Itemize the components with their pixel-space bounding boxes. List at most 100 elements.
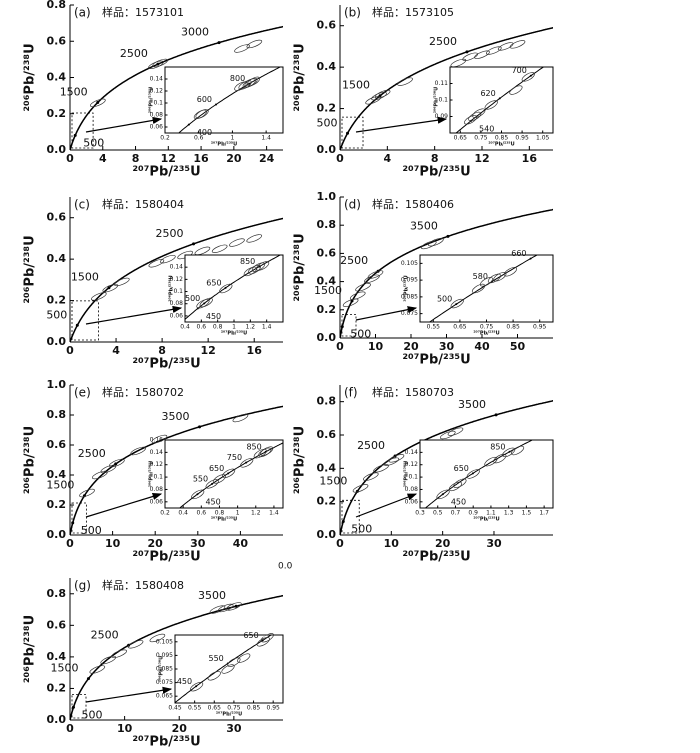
y-axis-label: ²⁰⁶Pb/²³⁸U [23, 615, 38, 683]
inset-frame [449, 66, 554, 134]
panel-label: (a) [74, 6, 91, 20]
y-axis-label: ²⁰⁶Pb/²³⁸U [149, 461, 155, 487]
age-point [224, 286, 227, 289]
analysis-ellipse [521, 72, 535, 82]
age-label: 500 [46, 308, 67, 321]
analysis-ellipse [234, 81, 248, 91]
analysis-ellipse [240, 458, 254, 468]
age-label: 2500 [357, 439, 385, 452]
x-tick-label: 30 [226, 722, 242, 735]
y-tick-label: 0.1 [153, 100, 163, 107]
age-point [195, 685, 198, 688]
y-tick-label: 0.4 [47, 468, 67, 481]
y-tick-label: 0.12 [170, 276, 184, 283]
y-tick-label: 0.14 [170, 264, 184, 271]
concordia-curve [340, 208, 553, 338]
age-label: 1500 [71, 271, 99, 284]
y-tick-label: 0.2 [47, 107, 67, 120]
age-label: 450 [177, 677, 192, 686]
y-axis-label: ²⁰⁶Pb/²³⁸U [159, 656, 165, 682]
y-tick-label: 0.075 [156, 679, 173, 686]
y-tick-label: 0.095 [156, 652, 173, 659]
analysis-ellipse [428, 237, 444, 247]
analysis-ellipse [195, 109, 209, 119]
y-tick-label: 0.16 [150, 437, 164, 444]
age-point [227, 472, 230, 475]
age-label: 650 [206, 278, 221, 287]
analysis-ellipse [221, 468, 236, 479]
y-tick-label: 0.06 [150, 498, 164, 505]
y-tick-label: 1.0 [47, 378, 67, 391]
y-tick-label: 0.1 [173, 288, 183, 295]
age-point [529, 74, 532, 77]
analysis-ellipse [227, 657, 241, 667]
panel-label: (g) [74, 579, 91, 593]
y-tick-label: 0.4 [47, 252, 67, 265]
analysis-ellipse [260, 446, 274, 456]
age-point [107, 286, 111, 290]
analysis-ellipse [342, 298, 359, 307]
x-tick-label: 10 [384, 537, 400, 550]
age-point [198, 425, 202, 429]
concordia-curve [340, 400, 553, 535]
x-tick-label: 1.2 [246, 324, 256, 331]
y-tick-label: 0.14 [150, 76, 164, 83]
x-tick-label: 30 [190, 537, 206, 550]
x-tick-label: 1.5 [522, 510, 532, 517]
zoom-arrow [85, 305, 183, 325]
zoom-box [341, 499, 360, 534]
panel-label: (f) [344, 386, 358, 400]
y-axis-label: ²⁰⁶Pb/²³⁸U [293, 233, 308, 301]
y-tick-label: 0.6 [47, 618, 67, 631]
x-tick-label: 0.6 [197, 324, 207, 331]
x-axis-label: ²⁰⁷Pb/²³⁵U [211, 517, 237, 523]
concordia-curve [179, 442, 283, 508]
analysis-ellipse [355, 283, 371, 292]
x-tick-label: 0 [66, 537, 74, 550]
analysis-ellipse [436, 489, 450, 500]
zoom-box [341, 314, 357, 337]
analysis-ellipse [91, 470, 108, 480]
age-label: 2500 [120, 47, 148, 60]
analysis-ellipse [246, 39, 263, 49]
inset-frame [419, 254, 554, 323]
x-tick-label: 0 [66, 722, 74, 735]
age-label: 3500 [162, 410, 190, 423]
y-tick-label: 0.2 [47, 294, 67, 307]
y-tick-label: 0.2 [317, 303, 337, 316]
x-tick-label: 4 [112, 344, 120, 357]
age-label: 500 [351, 523, 372, 536]
x-tick-label: 0.5 [433, 510, 443, 517]
age-label: 550 [193, 474, 208, 483]
age-label: 500 [350, 328, 371, 341]
y-axis-label: ²⁰⁶Pb/²³⁸U [293, 426, 308, 494]
y-tick-label: 0.2 [47, 498, 67, 511]
age-point [441, 493, 444, 496]
age-point [86, 677, 90, 681]
y-tick-label: 0.2 [317, 102, 337, 115]
analysis-ellipse [90, 292, 107, 301]
inset-frame [164, 66, 284, 134]
x-tick-label: 16 [247, 344, 263, 357]
x-tick-label: 1.4 [261, 135, 271, 142]
analysis-ellipse [256, 637, 270, 647]
analysis-ellipse [349, 291, 366, 300]
age-label: 500 [317, 116, 338, 129]
age-point [196, 493, 199, 496]
x-tick-label: 0.55 [427, 324, 441, 331]
x-tick-label: 0.6 [197, 510, 207, 517]
analysis-ellipse [79, 488, 95, 498]
analysis-ellipse [466, 469, 480, 479]
age-point [73, 133, 77, 137]
x-tick-label: 40 [474, 340, 490, 353]
x-tick-label: 10 [105, 537, 121, 550]
analysis-ellipse [373, 464, 389, 473]
x-tick-label: 30 [439, 340, 455, 353]
analysis-ellipse [209, 605, 226, 614]
analysis-ellipse [484, 100, 498, 110]
analysis-ellipse [232, 413, 249, 423]
x-tick-label: 1.7 [539, 510, 549, 517]
stray-label: 0.0 [278, 562, 293, 572]
x-tick-label: 1.05 [536, 135, 550, 142]
analysis-ellipse [388, 454, 405, 463]
